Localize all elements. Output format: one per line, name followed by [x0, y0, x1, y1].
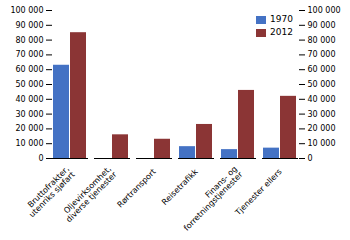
svg-text:60 000: 60 000 [16, 65, 44, 74]
svg-text:100 000: 100 000 [10, 6, 43, 15]
svg-text:30 000: 30 000 [308, 110, 336, 119]
svg-text:10 000: 10 000 [16, 139, 44, 148]
svg-text:80 000: 80 000 [16, 36, 44, 45]
svg-text:Oljevirksomhet,diverse tjenest: Oljevirksomhet,diverse tjenester [59, 164, 119, 224]
svg-text:0: 0 [308, 154, 313, 163]
svg-text:10 000: 10 000 [308, 139, 336, 148]
svg-text:50 000: 50 000 [308, 80, 336, 89]
svg-text:70 000: 70 000 [16, 50, 44, 59]
svg-text:Tjenester ellers: Tjenester ellers [233, 167, 284, 218]
svg-text:20 000: 20 000 [308, 124, 336, 133]
svg-text:90 000: 90 000 [308, 21, 336, 30]
svg-text:30 000: 30 000 [16, 110, 44, 119]
svg-text:Rørtransport: Rørtransport [115, 167, 157, 209]
svg-text:20 000: 20 000 [16, 124, 44, 133]
svg-text:40 000: 40 000 [308, 95, 336, 104]
svg-text:Reisetrafikk: Reisetrafikk [160, 167, 200, 207]
svg-text:70 000: 70 000 [308, 50, 336, 59]
svg-text:60 000: 60 000 [308, 65, 336, 74]
svg-text:0: 0 [38, 154, 43, 163]
svg-text:90 000: 90 000 [16, 21, 44, 30]
svg-text:80 000: 80 000 [308, 36, 336, 45]
svg-text:50 000: 50 000 [16, 80, 44, 89]
svg-text:40 000: 40 000 [16, 95, 44, 104]
svg-text:Finans- ogforretningstjenester: Finans- ogforretningstjenester [176, 164, 245, 233]
svg-text:100 000: 100 000 [308, 6, 341, 15]
